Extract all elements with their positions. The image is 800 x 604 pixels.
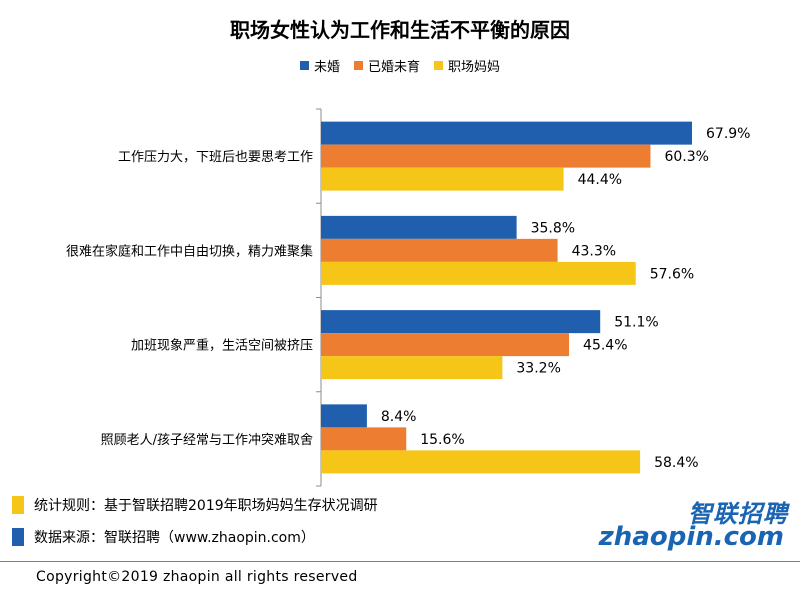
- data-label-2-2: 33.2%: [516, 361, 560, 377]
- bar-0-2: [321, 167, 564, 191]
- bar-1-0: [321, 215, 517, 239]
- logo-en-text: zhaopin.com: [598, 522, 784, 552]
- data-label-1-2: 57.6%: [650, 266, 694, 282]
- data-label-0-1: 60.3%: [664, 149, 708, 165]
- legend: 未婚 已婚未育 职场妈妈: [0, 56, 800, 75]
- logo-cn-text: 智联招聘: [688, 500, 788, 528]
- legend-label-2: 职场妈妈: [448, 60, 501, 75]
- notes: 统计规则：基于智联招聘2019年职场妈妈生存状况调研 数据来源：智联招聘（www…: [12, 496, 378, 560]
- data-label-3-2: 58.4%: [654, 455, 698, 471]
- bar-2-0: [321, 310, 601, 334]
- note-rule: 统计规则：基于智联招聘2019年职场妈妈生存状况调研: [12, 496, 378, 514]
- legend-label-1: 已婚未育: [367, 60, 420, 75]
- data-label-0-0: 67.9%: [706, 126, 750, 142]
- data-label-2-0: 51.1%: [614, 315, 658, 331]
- legend-swatch-0: [299, 61, 309, 70]
- chart-title: 职场女性认为工作和生活不平衡的原因: [230, 18, 570, 42]
- data-label-3-0: 8.4%: [381, 409, 417, 425]
- note-rule-swatch: [12, 496, 24, 514]
- legend-swatch-1: [353, 61, 363, 70]
- note-source: 数据来源：智联招聘（www.zhaopin.com）: [12, 528, 378, 546]
- data-label-2-1: 45.4%: [583, 338, 627, 354]
- category-label-2: 加班现象严重，生活空间被挤压: [131, 338, 313, 354]
- category-label-0: 工作压力大，下班后也要思考工作: [118, 150, 313, 165]
- category-label-3: 照顾老人/孩子经常与工作冲突难取舍: [101, 432, 313, 448]
- bar-3-1: [321, 427, 407, 451]
- bar-0-0: [321, 121, 692, 145]
- bar-1-1: [321, 238, 558, 262]
- legend-item-0: 未婚: [299, 56, 340, 75]
- data-label-1-1: 43.3%: [572, 243, 616, 259]
- data-label-3-1: 15.6%: [420, 432, 464, 448]
- legend-label-0: 未婚: [313, 60, 340, 75]
- bar-3-0: [321, 404, 367, 428]
- zhaopin-logo: 智联招聘 zhaopin.com: [599, 494, 788, 554]
- legend-item-2: 职场妈妈: [434, 56, 500, 75]
- note-source-swatch: [12, 528, 24, 546]
- legend-item-1: 已婚未育: [353, 56, 420, 75]
- category-label-1: 很难在家庭和工作中自由切换，精力难聚集: [66, 243, 313, 259]
- bar-3-2: [321, 450, 641, 474]
- bar-2-1: [321, 333, 570, 357]
- bar-1-2: [321, 261, 636, 285]
- data-label-1-0: 35.8%: [531, 220, 575, 236]
- bar-chart: 工作压力大，下班后也要思考工作 67.9% 60.3% 44.4% 很难在家庭和工作中自…: [66, 108, 750, 487]
- legend-swatch-2: [434, 61, 443, 70]
- bar-2-2: [321, 356, 503, 380]
- note-source-text: 数据来源：智联招聘（www.zhaopin.com）: [34, 530, 315, 546]
- bar-0-1: [321, 144, 651, 168]
- data-label-0-2: 44.4%: [578, 172, 622, 188]
- note-rule-text: 统计规则：基于智联招聘2019年职场妈妈生存状况调研: [34, 498, 378, 514]
- footer-divider: [0, 561, 800, 562]
- copyright-text: Copyright©2019 zhaopin all rights reserv…: [36, 569, 358, 585]
